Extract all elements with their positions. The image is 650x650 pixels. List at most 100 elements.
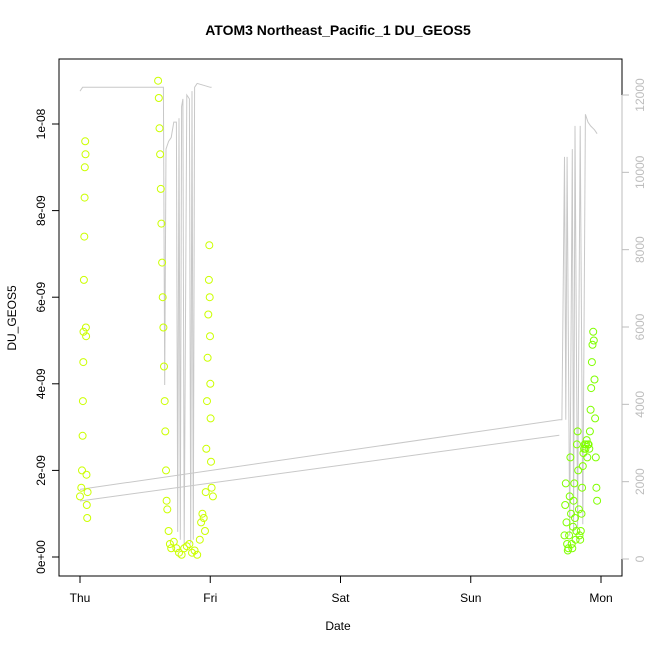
data-point [162,496,171,505]
data-point [81,323,90,332]
data-point [77,483,86,492]
data-point [79,275,88,284]
data-point [155,124,164,133]
y-tick-label-right: 8000 [633,236,647,263]
altitude-line-segment [79,114,598,536]
data-point [78,466,86,475]
data-point [571,514,579,522]
data-point [197,518,206,527]
data-point [185,540,194,548]
data-point [175,548,183,557]
data-point [82,470,91,479]
data-point [593,496,602,505]
data-point [587,384,596,393]
data-point [154,94,163,102]
data-point [201,488,210,497]
data-point [195,535,204,544]
data-point [162,466,170,475]
data-point [578,462,587,471]
y-tick-label-right: 10000 [633,155,647,189]
data-point [573,427,582,436]
data-point [79,327,88,336]
data-point [78,431,87,440]
y-tick-label-right: 6000 [633,313,647,340]
y-tick-label-right: 12000 [633,78,647,112]
data-point [586,405,595,414]
data-point [79,358,88,367]
data-point [82,332,91,341]
data-point [206,414,215,423]
data-point [193,550,202,559]
data-point [589,336,598,345]
data-point [80,232,89,241]
y-tick-label-right: 0 [633,555,647,562]
data-point [561,501,570,509]
x-tick-label: Mon [589,591,612,605]
data-point [158,293,167,302]
data-point [161,427,170,436]
altitude-line-segment [79,82,212,544]
data-point [78,397,87,406]
data-point [190,546,199,555]
y-tick-label-left: 0e+00 [34,540,48,574]
data-point [180,544,189,553]
data-point [83,488,92,497]
data-point [585,427,594,436]
altitude-line-connector [79,434,560,502]
data-point [589,327,598,336]
y-axis-label: DU_GEOS5 [5,285,19,351]
data-point [83,514,92,522]
y-tick-label-right: 2000 [633,468,647,495]
data-point [172,544,181,553]
data-point [201,527,209,535]
data-point [592,483,601,492]
data-point [207,483,216,492]
data-point [569,496,578,505]
data-point [578,483,587,492]
data-point [575,531,584,540]
data-point [208,492,217,501]
data-point [204,310,213,319]
data-point [585,444,594,453]
data-point [202,444,211,453]
data-point [160,397,169,406]
data-point [81,137,90,146]
data-point [207,457,215,466]
plot-frame [58,58,623,577]
data-point [206,379,215,388]
data-point [203,397,211,406]
data-point [567,509,575,518]
altitude-line-series [79,82,598,544]
data-point [582,436,591,445]
data-point [81,150,90,159]
data-point [188,548,196,557]
data-point [570,479,579,488]
data-point [574,505,583,514]
chart-title: ATOM3 Northeast_Pacific_1 DU_GEOS5 [205,22,471,38]
y-axis-left: 0e+00 2e-09 4e-09 6e-09 8e-09 1e-08 [34,108,60,574]
data-point [583,453,592,462]
x-axis-label: Date [325,619,351,633]
data-point [572,440,581,449]
y-tick-label-left: 8e-09 [34,195,48,226]
data-point [205,241,214,250]
y-axis-right: 0 2000 4000 6000 8000 10000 12000 [621,78,647,562]
data-point [590,375,599,384]
data-point [199,514,208,522]
y-tick-label-left: 4e-09 [34,368,48,399]
data-point [165,540,174,548]
data-point [156,150,165,159]
data-point [561,479,570,488]
x-tick-label: Thu [70,591,91,605]
data-point [577,509,586,518]
data-point [576,535,585,544]
data-point [588,340,597,349]
x-tick-label: Fri [203,591,217,605]
y-tick-label-right: 4000 [633,391,647,418]
du-geos5-point-series [76,76,602,559]
data-point [182,542,191,551]
data-point [158,258,167,267]
data-point [591,414,600,423]
data-point [576,527,585,535]
